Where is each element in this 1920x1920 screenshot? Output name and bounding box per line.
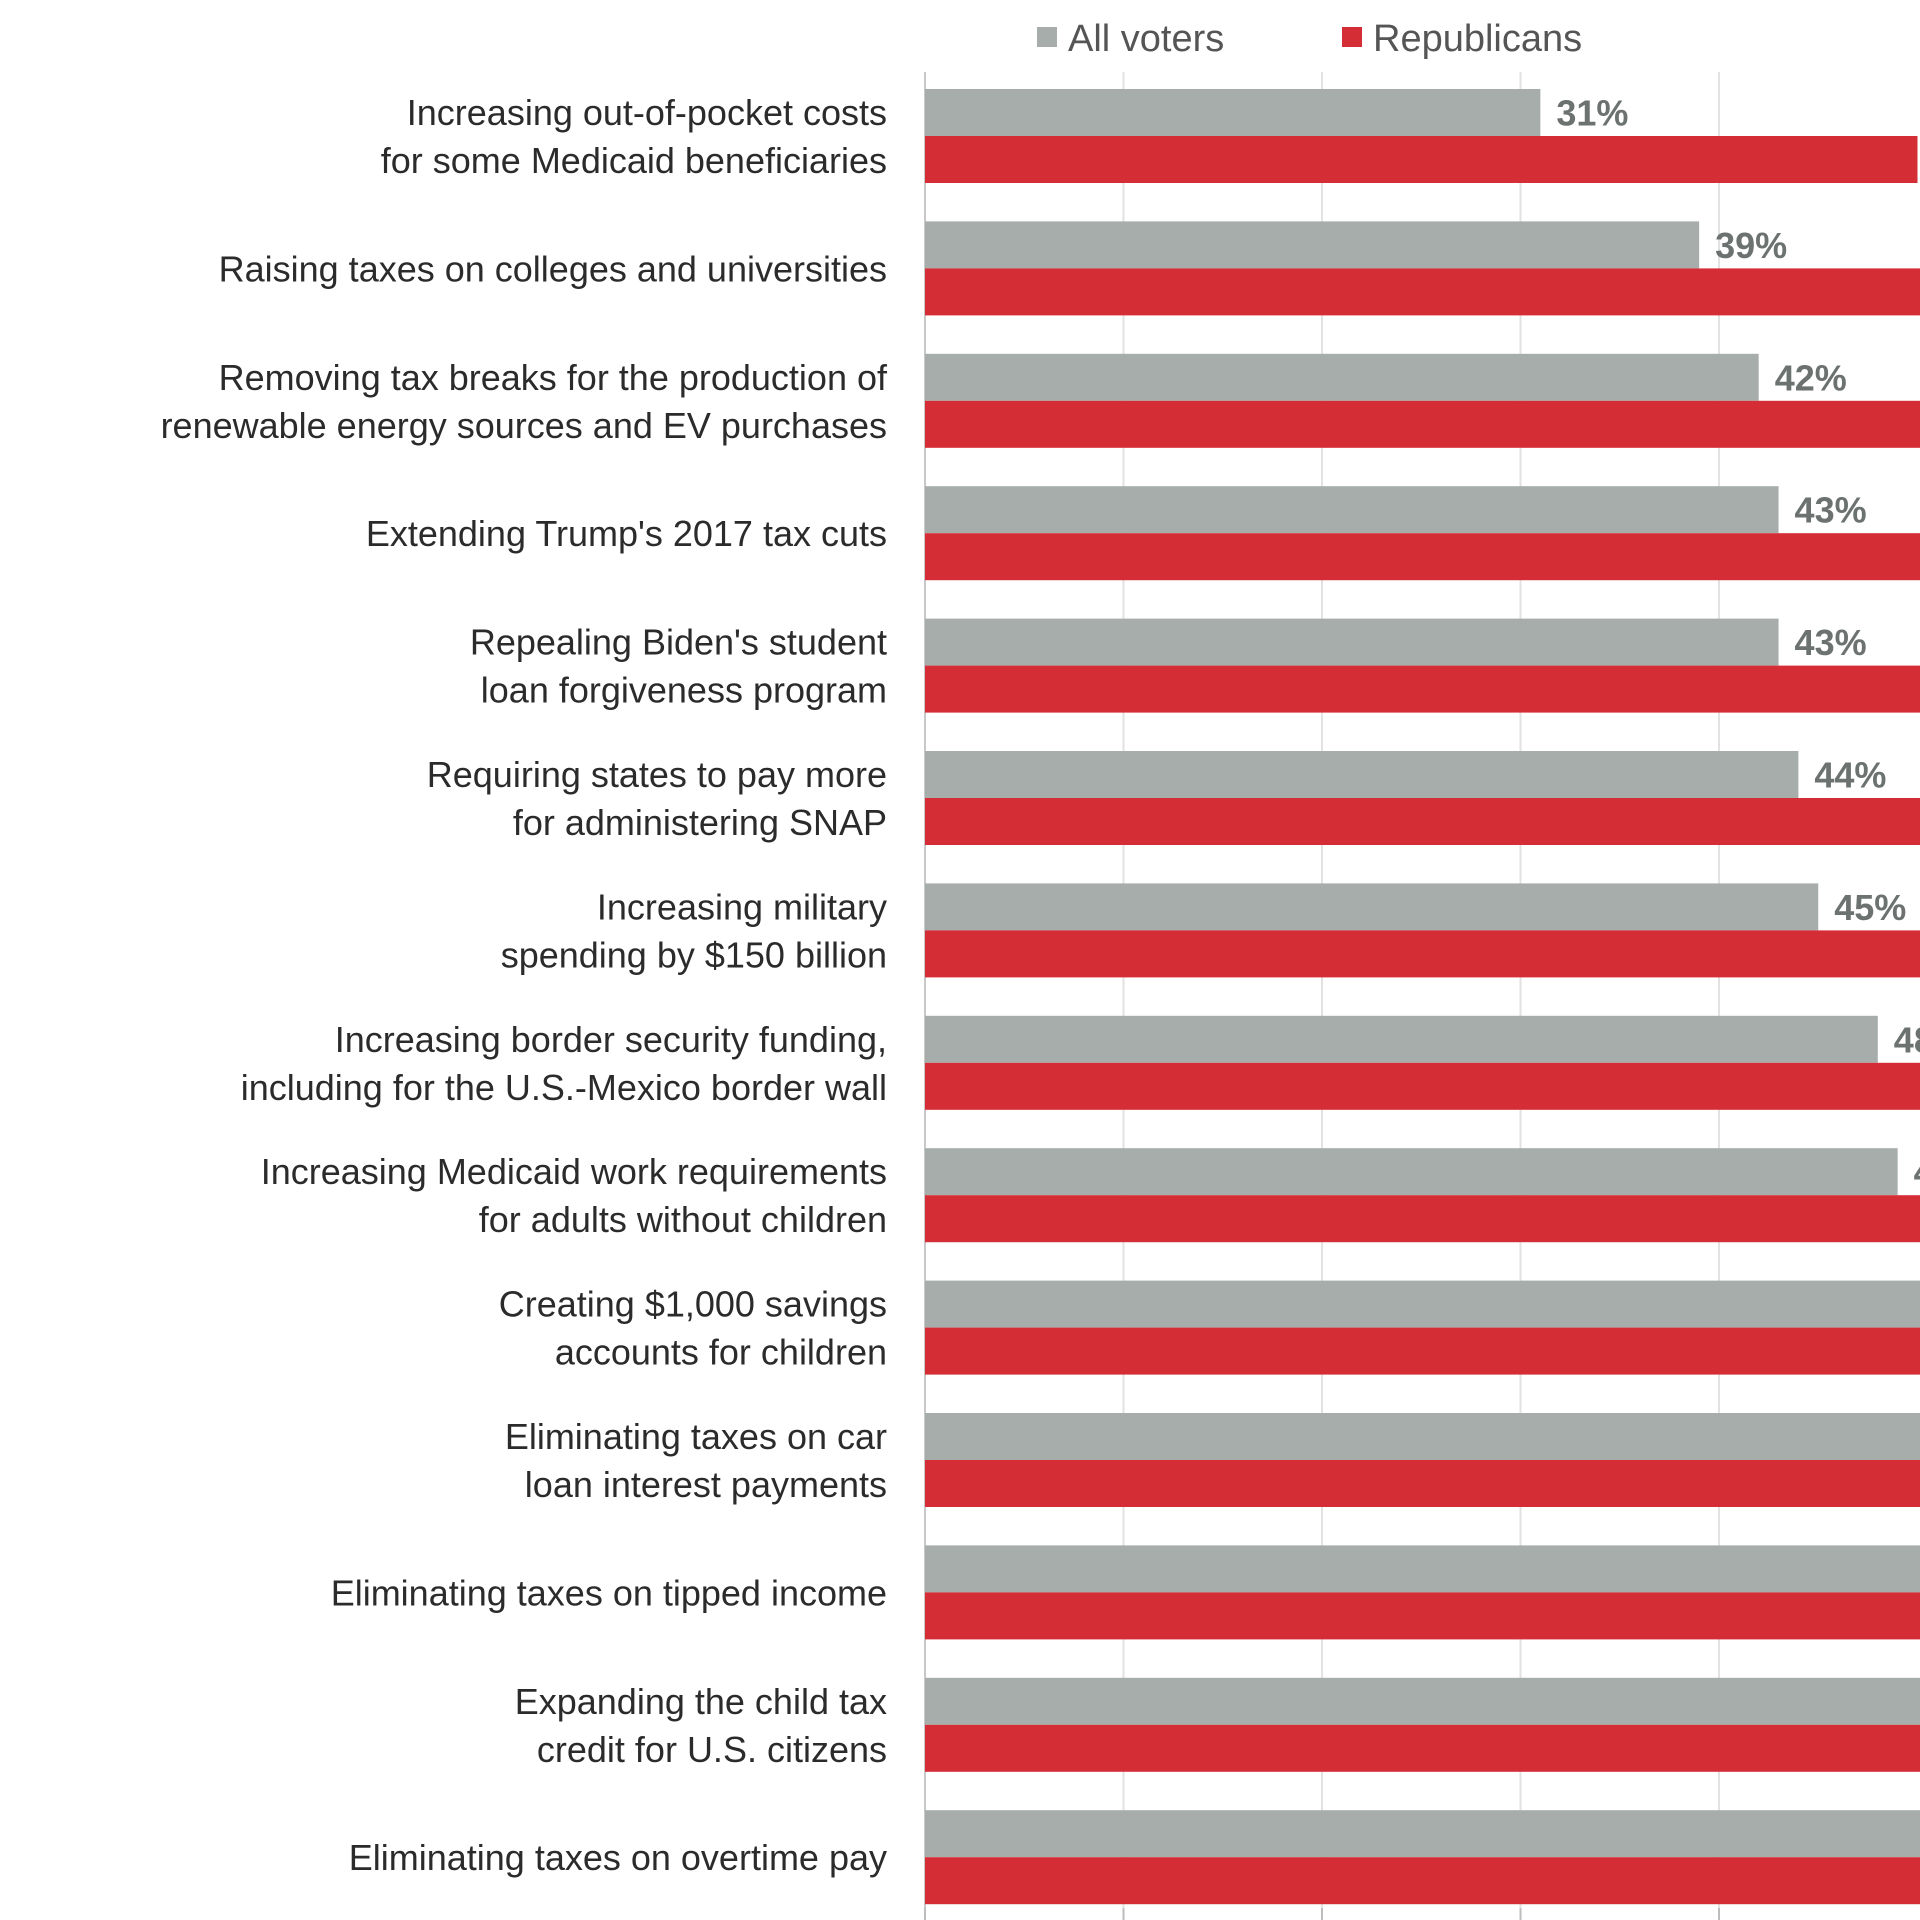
category-label: Expanding the child tax	[515, 1681, 887, 1722]
category-label: Raising taxes on colleges and universiti…	[219, 248, 887, 289]
bars	[925, 89, 1920, 1905]
category-label: Repealing Biden's student	[470, 622, 887, 663]
bar-all-voters	[925, 1148, 1898, 1196]
bar-all-voters	[925, 1015, 1878, 1063]
data-label-all-voters: 43%	[1795, 490, 1867, 531]
legend-label-all-voters: All voters	[1068, 18, 1224, 60]
category-label: renewable energy sources and EV purchase…	[161, 405, 887, 446]
bar-republicans	[925, 136, 1918, 183]
category-label: Creating $1,000 savings	[499, 1284, 887, 1325]
data-label-all-voters: 42%	[1775, 357, 1847, 398]
bar-all-voters	[925, 353, 1759, 401]
category-label: credit for U.S. citizens	[537, 1729, 887, 1770]
category-label: Requiring states to pay more	[427, 754, 887, 795]
bar-republicans	[925, 1857, 1920, 1905]
bar-republicans	[925, 1460, 1920, 1507]
category-labels: Increasing out-of-pocket costs for some M…	[161, 92, 888, 1878]
value-labels: 31%50%39%63%42%65%43%70%43%66%44%63%45%7…	[1556, 93, 1920, 1193]
legend-label-republicans: Republicans	[1373, 18, 1582, 60]
bar-republicans	[925, 533, 1920, 581]
bar-all-voters	[925, 1810, 1920, 1858]
category-label: including for the U.S.-Mexico border wal…	[241, 1067, 887, 1108]
bar-all-voters	[925, 1413, 1920, 1460]
category-label: for administering SNAP	[513, 802, 887, 843]
bar-republicans	[925, 1724, 1920, 1772]
category-label: for adults without children	[479, 1199, 887, 1240]
bar-all-voters	[925, 89, 1541, 136]
data-label-all-voters: 31%	[1556, 93, 1628, 134]
category-label: Eliminating taxes on overtime pay	[349, 1837, 887, 1878]
bar-all-voters	[925, 883, 1819, 931]
category-label: Increasing out-of-pocket costs	[407, 92, 887, 133]
bar-republicans	[925, 1195, 1920, 1243]
category-label: spending by $150 billion	[501, 934, 887, 975]
data-label-all-voters: 39%	[1715, 225, 1787, 266]
bar-republicans	[925, 400, 1920, 448]
grid	[924, 72, 1720, 1920]
bar-republicans	[925, 1592, 1920, 1640]
bar-republicans	[925, 1327, 1920, 1375]
data-label-all-voters: 45%	[1834, 887, 1906, 928]
bar-republicans	[925, 665, 1920, 713]
bar-republicans	[925, 798, 1920, 845]
category-label: accounts for children	[555, 1332, 887, 1373]
bar-all-voters	[925, 486, 1779, 534]
data-label-all-voters: 49%	[1914, 1152, 1920, 1193]
bar-all-voters	[925, 221, 1700, 269]
data-label-all-voters: 48%	[1894, 1019, 1920, 1060]
category-label: Extending Trump's 2017 tax cuts	[366, 513, 887, 554]
category-label: Increasing border security funding,	[335, 1019, 887, 1060]
bar-all-voters	[925, 1545, 1920, 1593]
legend: All voters Republicans	[1037, 18, 1582, 60]
legend-swatch-republicans	[1342, 27, 1362, 47]
category-label: for some Medicaid beneficiaries	[381, 140, 887, 181]
bar-all-voters	[925, 751, 1799, 798]
category-label: loan forgiveness program	[481, 670, 887, 711]
bar-all-voters	[925, 1677, 1920, 1725]
bar-republicans	[925, 1062, 1920, 1110]
bar-republicans	[925, 930, 1920, 978]
bar-all-voters	[925, 1280, 1920, 1328]
bar-republicans	[925, 268, 1920, 316]
category-label: Increasing military	[597, 886, 887, 927]
data-label-all-voters: 43%	[1795, 622, 1867, 663]
category-label: Eliminating taxes on car	[505, 1416, 887, 1457]
data-label-all-voters: 44%	[1814, 755, 1886, 796]
category-label: Removing tax breaks for the production o…	[219, 357, 888, 398]
category-label: loan interest payments	[525, 1464, 887, 1505]
category-label: Eliminating taxes on tipped income	[331, 1572, 887, 1613]
bar-all-voters	[925, 618, 1779, 666]
legend-swatch-all-voters	[1037, 27, 1057, 47]
category-label: Increasing Medicaid work requirements	[261, 1151, 887, 1192]
